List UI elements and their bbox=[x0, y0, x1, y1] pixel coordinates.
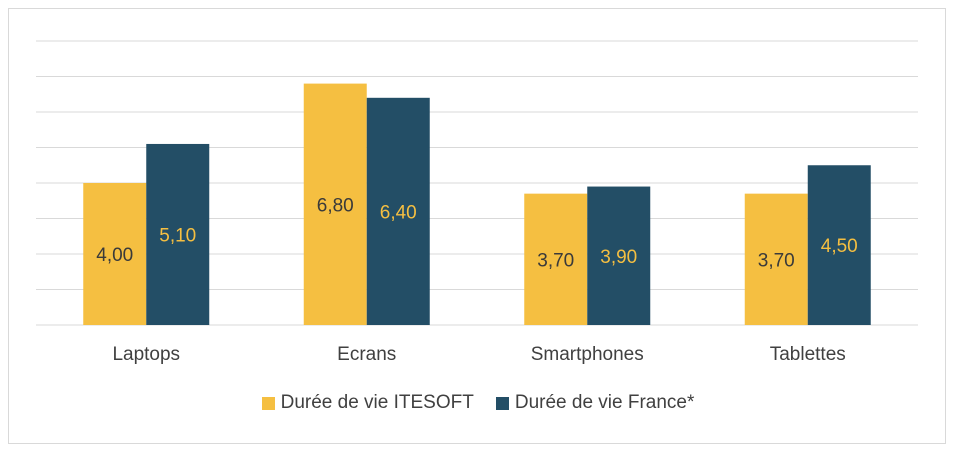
value-label: 4,50 bbox=[821, 236, 858, 257]
bar-tablettes-series-1 bbox=[744, 193, 808, 325]
value-label: 6,80 bbox=[317, 195, 354, 216]
value-label: 6,40 bbox=[380, 202, 417, 223]
bar-smartphones-series-1 bbox=[524, 193, 588, 325]
legend-swatch-itesoft bbox=[261, 396, 275, 410]
bar-laptops-series-2 bbox=[146, 143, 210, 325]
category-label: Laptops bbox=[112, 344, 180, 365]
category-labels: Laptops Ecrans Smartphones Tablettes bbox=[112, 344, 845, 365]
legend: Durée de vie ITESOFT Durée de vie France… bbox=[0, 392, 956, 414]
bar-tablettes-series-2 bbox=[807, 165, 871, 325]
bar-chart: 4,00 5,10 6,80 6,40 3,70 3,90 3,70 4,50 Laptops… bbox=[36, 40, 918, 365]
value-label: 5,10 bbox=[159, 225, 196, 246]
category-label: Tablettes bbox=[770, 344, 846, 365]
bar-smartphones-series-2 bbox=[587, 186, 651, 325]
category-label: Smartphones bbox=[531, 344, 644, 365]
legend-item-itesoft: Durée de vie ITESOFT bbox=[261, 392, 474, 414]
value-labels: 4,00 5,10 6,80 6,40 3,70 3,90 3,70 4,50 bbox=[96, 195, 857, 271]
value-label: 3,70 bbox=[537, 250, 574, 271]
legend-label-france: Durée de vie France* bbox=[514, 392, 695, 413]
bars bbox=[83, 83, 871, 325]
legend-item-france: Durée de vie France* bbox=[495, 392, 695, 414]
legend-label-itesoft: Durée de vie ITESOFT bbox=[280, 392, 474, 413]
legend-swatch-france bbox=[495, 396, 509, 410]
bar-ecrans-series-2 bbox=[366, 97, 430, 325]
value-label: 3,90 bbox=[600, 247, 637, 268]
value-label: 3,70 bbox=[758, 250, 795, 271]
bar-laptops-series-1 bbox=[83, 183, 147, 325]
bar-ecrans-series-1 bbox=[303, 83, 367, 325]
value-label: 4,00 bbox=[96, 245, 133, 266]
category-label: Ecrans bbox=[337, 344, 396, 365]
